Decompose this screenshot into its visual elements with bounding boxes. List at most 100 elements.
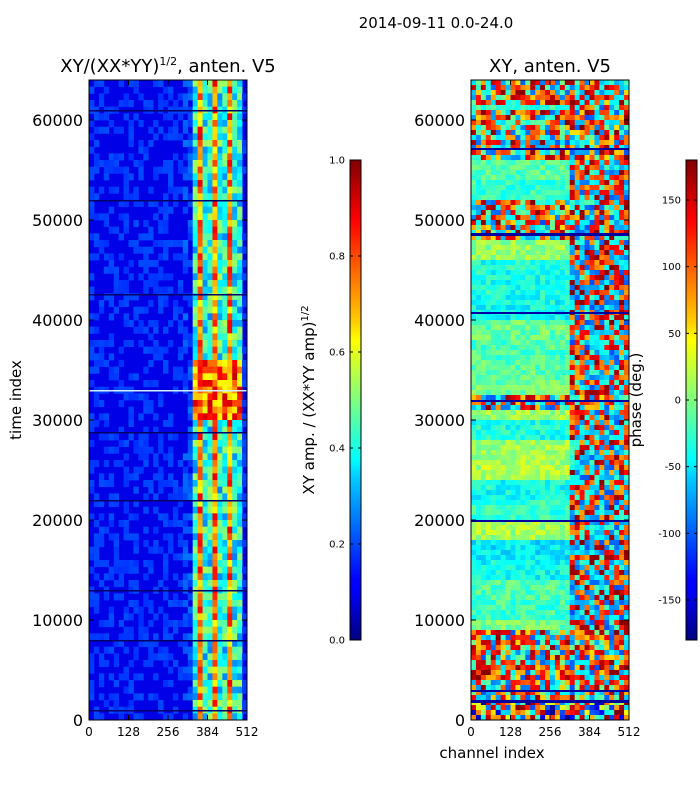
amplitude-cell: [217, 353, 223, 361]
phase-cell: [579, 160, 585, 166]
amplitude-cell: [202, 193, 208, 201]
phase-cell: [609, 85, 615, 91]
phase-cell: [589, 360, 595, 366]
phase-cell: [574, 200, 581, 206]
phase-cell: [550, 320, 556, 326]
phase-cell: [485, 280, 492, 286]
phase-cell: [564, 355, 571, 361]
amplitude-cell: [182, 206, 189, 214]
phase-cell: [505, 265, 511, 271]
phase-cell: [564, 175, 571, 181]
amplitude-cell: [202, 253, 208, 261]
amplitude-cell: [237, 206, 243, 214]
amplitude-cell: [187, 366, 194, 374]
phase-cell: [520, 150, 526, 156]
phase-cell: [480, 350, 487, 356]
phase-cell: [624, 550, 629, 556]
amplitude-cell: [202, 580, 208, 588]
phase-cell: [574, 280, 581, 286]
amplitude-cell: [187, 593, 194, 601]
phase-cell: [540, 155, 546, 161]
phase-cell: [515, 215, 521, 221]
amplitude-cell: [222, 473, 228, 481]
amplitude-cell: [207, 186, 213, 194]
phase-cell: [525, 500, 531, 506]
phase-cell: [540, 355, 546, 361]
phase-cell: [574, 490, 581, 496]
phase-cell: [594, 415, 600, 421]
phase-cell: [624, 470, 629, 476]
amplitude-cell: [202, 86, 208, 94]
phase-cell: [510, 130, 516, 136]
phase-cell: [550, 285, 556, 291]
amplitude-cell: [182, 666, 189, 674]
phase-cell: [485, 410, 492, 416]
phase-cell: [480, 405, 487, 411]
amplitude-cell: [103, 573, 110, 581]
amplitude-cell: [187, 686, 194, 694]
phase-cell: [515, 555, 521, 561]
phase-cell: [584, 325, 590, 331]
phase-cell: [609, 230, 615, 236]
phase-cell: [485, 525, 492, 531]
phase-cell: [559, 475, 566, 481]
amplitude-cell: [182, 620, 189, 628]
phase-cell: [614, 190, 620, 196]
phase-cell: [530, 335, 536, 341]
phase-cell: [525, 470, 531, 476]
amplitude-cell: [128, 580, 134, 588]
phase-cell: [554, 415, 561, 421]
phase-cell: [515, 155, 521, 161]
phase-cell: [500, 270, 506, 276]
amplitude-flag-line: [89, 755, 247, 757]
phase-cell: [624, 395, 629, 401]
phase-cell: [530, 385, 536, 391]
phase-cell: [540, 270, 546, 276]
phase-cell: [490, 530, 497, 536]
phase-cell: [540, 410, 546, 416]
phase-cell: [535, 480, 541, 486]
amplitude-cell: [158, 100, 164, 108]
phase-cell: [579, 135, 585, 141]
phase-cell: [609, 525, 615, 531]
phase-cell: [554, 230, 561, 236]
amplitude-cell: [163, 553, 169, 561]
phase-cell: [619, 240, 625, 246]
phase-cell: [475, 230, 482, 236]
phase-cell: [480, 95, 487, 101]
amplitude-cell: [227, 566, 233, 574]
amplitude-cell: [192, 226, 199, 234]
phase-cell: [619, 105, 625, 111]
phase-cell: [599, 290, 605, 296]
phase-cell: [579, 165, 585, 171]
phase-cell: [525, 200, 531, 206]
amplitude-cell: [227, 113, 233, 121]
phase-cell: [589, 385, 595, 391]
phase-cell: [515, 395, 521, 401]
amplitude-cell: [172, 200, 179, 208]
phase-cell: [564, 145, 571, 151]
amplitude-heatmap[interactable]: [89, 80, 247, 757]
phase-heatmap[interactable]: [471, 80, 629, 720]
phase-cell: [564, 540, 571, 546]
phase-cell: [535, 255, 541, 261]
amplitude-cell: [212, 153, 218, 161]
phase-cell: [614, 295, 620, 301]
phase-cell: [535, 275, 541, 281]
amplitude-cell: [89, 380, 95, 388]
amplitude-cell: [217, 220, 223, 228]
amplitude-cell: [222, 560, 228, 568]
phase-cell: [584, 245, 590, 251]
phase-cell: [471, 325, 477, 331]
phase-cell: [594, 220, 600, 226]
phase-cell: [510, 300, 516, 306]
phase-cell: [564, 190, 571, 196]
phase-cell: [614, 225, 620, 231]
phase-cell: [475, 405, 482, 411]
amplitude-cell: [232, 553, 238, 561]
amplitude-cell: [237, 646, 243, 654]
phase-cell: [579, 280, 585, 286]
phase-cell: [510, 475, 516, 481]
amplitude-cell: [197, 266, 203, 274]
phase-cell: [604, 180, 610, 186]
